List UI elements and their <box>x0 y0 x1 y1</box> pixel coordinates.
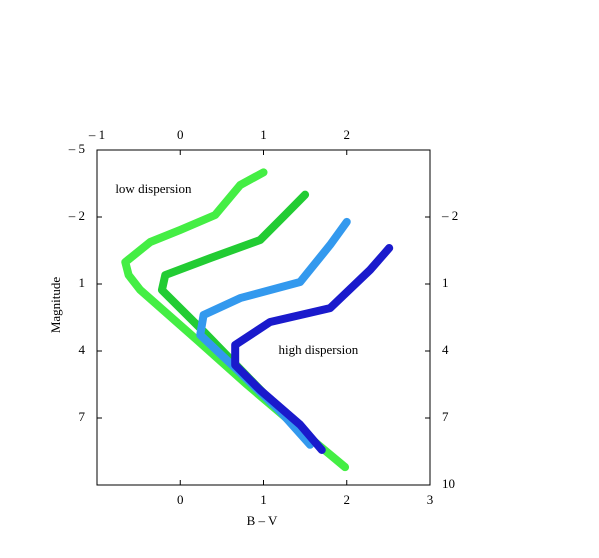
curve <box>121 168 350 472</box>
y-tick-label: – 5 <box>68 141 85 156</box>
y2-tick-label: 4 <box>442 342 449 357</box>
x-tick-label: 2 <box>344 492 351 507</box>
curve <box>231 244 394 454</box>
x2-tick-label: 0 <box>177 127 184 142</box>
x2-tick-label: 1 <box>260 127 267 142</box>
x-tick-label: 0 <box>177 492 184 507</box>
y2-tick-label: 1 <box>442 275 449 290</box>
x-tick-label: 1 <box>260 492 267 507</box>
y2-tick-label: 10 <box>442 476 455 491</box>
y-tick-label: 4 <box>79 342 86 357</box>
plot-frame <box>96 149 431 486</box>
x2-tick-label: – 1 <box>88 127 105 142</box>
annotation: high dispersion <box>278 342 358 357</box>
annotation: low dispersion <box>115 181 192 196</box>
y-tick-label: 7 <box>79 409 86 424</box>
y2-tick-label: – 2 <box>441 208 458 223</box>
y-tick-label: – 2 <box>68 208 85 223</box>
x-axis-label: B – V <box>247 513 278 528</box>
y2-tick-label: 7 <box>442 409 449 424</box>
y-axis-label: Magnitude <box>48 277 63 334</box>
y-tick-label: 1 <box>79 275 86 290</box>
x2-tick-label: 2 <box>344 127 351 142</box>
x-tick-label: 3 <box>427 492 434 507</box>
